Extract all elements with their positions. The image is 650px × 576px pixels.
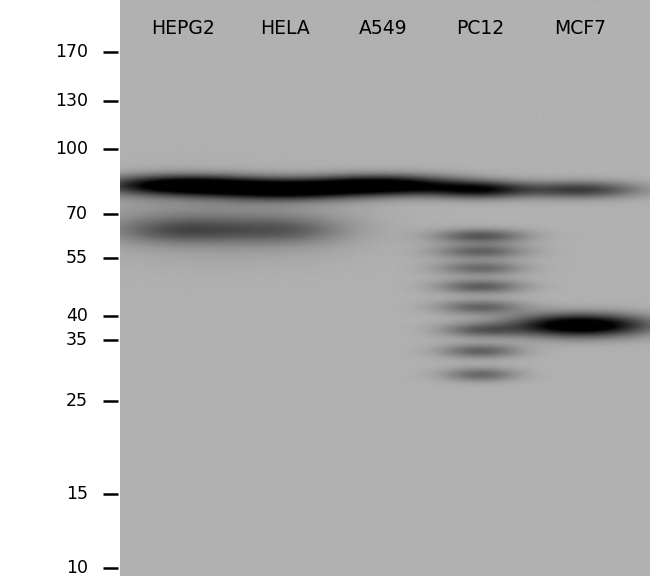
Text: 55: 55 [66,248,88,267]
Text: HEPG2: HEPG2 [151,18,215,37]
Text: HELA: HELA [260,18,310,37]
Text: A549: A549 [359,18,408,37]
Text: 15: 15 [66,485,88,503]
Text: 40: 40 [66,306,88,324]
Text: 130: 130 [55,92,88,110]
Text: 100: 100 [55,139,88,158]
Text: 10: 10 [66,559,88,576]
Text: 25: 25 [66,392,88,410]
Text: MCF7: MCF7 [554,18,606,37]
Text: 170: 170 [55,43,88,61]
Text: 70: 70 [66,204,88,222]
Text: PC12: PC12 [456,18,504,37]
Text: 35: 35 [66,331,88,349]
